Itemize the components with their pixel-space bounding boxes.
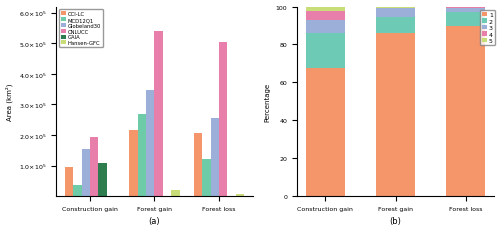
Bar — [306, 21, 344, 34]
Bar — [146, 90, 154, 196]
Bar — [90, 137, 98, 196]
Bar — [171, 190, 179, 196]
Bar — [194, 134, 202, 196]
Bar — [306, 34, 344, 69]
Bar — [138, 114, 146, 196]
X-axis label: (b): (b) — [390, 216, 402, 225]
Bar — [306, 8, 344, 12]
Bar — [376, 18, 415, 34]
Bar — [98, 163, 107, 196]
Legend: 1, 2, 3, 4, 5: 1, 2, 3, 4, 5 — [480, 11, 495, 46]
Bar — [376, 34, 415, 196]
Bar — [65, 167, 74, 196]
Bar — [82, 149, 90, 196]
Bar — [219, 43, 228, 196]
Bar — [446, 26, 485, 196]
Bar — [376, 8, 415, 9]
Bar — [202, 160, 210, 196]
Y-axis label: Area (km²): Area (km²) — [6, 83, 13, 121]
Bar — [376, 9, 415, 18]
Bar — [306, 69, 344, 196]
Bar — [446, 9, 485, 13]
Bar — [210, 119, 219, 196]
Bar — [236, 194, 244, 196]
Bar — [446, 8, 485, 9]
Legend: CCI-LC, MCD12Q1, Globeland30, CNLUCC, GAIA, Hansen-GFC: CCI-LC, MCD12Q1, Globeland30, CNLUCC, GA… — [58, 10, 103, 48]
Y-axis label: Percentage: Percentage — [264, 82, 270, 122]
Bar — [130, 131, 138, 196]
X-axis label: (a): (a) — [148, 216, 160, 225]
Bar — [446, 13, 485, 26]
Bar — [154, 32, 163, 196]
Bar — [74, 186, 82, 196]
Bar — [306, 12, 344, 21]
